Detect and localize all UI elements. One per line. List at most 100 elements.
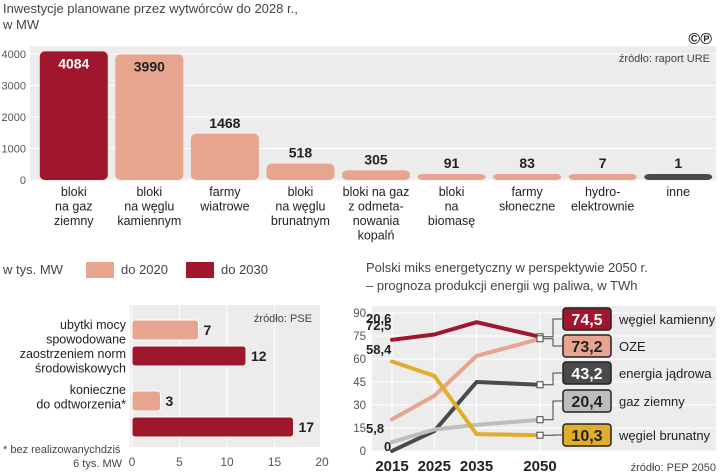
end-value-label: 20,4	[571, 394, 602, 411]
legend-label: do 2030	[221, 262, 268, 277]
bar-value-label: 3	[166, 393, 174, 409]
investments-subtitle: w MW	[2, 17, 40, 32]
investments-chart: 0 1000 2000 3000 4000 4084 3990 1468 518 305 91 83…	[2, 1, 716, 243]
category-label: farmy	[209, 185, 241, 199]
energy-mix-subtitle: – prognoza produkcji energii wg paliwa, …	[366, 278, 637, 293]
end-value-box	[562, 389, 612, 413]
bar-value-label: 12	[251, 348, 267, 364]
category-label: kopalń	[358, 229, 395, 243]
bar	[131, 390, 161, 412]
y-tick-label: 30	[353, 400, 366, 412]
series-line	[390, 359, 542, 438]
energy-mix-gridlines: 0 15 30 45 60 75 90 2015 2025 2035 2050	[353, 308, 716, 475]
category-label: na węglu	[275, 200, 325, 214]
category-label: bloki	[61, 185, 87, 199]
losses-footnote: * bez realizowanychdziś 6 tys. MW	[3, 444, 123, 470]
y-tick-label: 45	[353, 377, 366, 389]
end-value-label: 74,5	[571, 312, 602, 329]
energy-mix-plot-area	[372, 306, 716, 451]
category-label: ziemny	[54, 214, 94, 228]
bar	[131, 319, 199, 341]
losses-source: źródło: PSE	[254, 313, 312, 325]
category-label: inne	[666, 185, 690, 199]
category-label: nowania	[353, 214, 400, 228]
energy-mix-title: Polski miks energetyczny w perspektywie …	[366, 260, 648, 275]
energy-mix-source: źródło: PEP 2050	[631, 462, 716, 474]
y-tick-label: 90	[353, 308, 366, 320]
legend-swatch	[86, 262, 114, 278]
bar	[39, 51, 108, 180]
x-tick-label: 0	[129, 455, 136, 469]
end-value-box	[562, 361, 612, 385]
category-label: bloki	[439, 185, 465, 199]
end-value-label: 10,3	[571, 428, 602, 445]
category-label: ubytki mocy	[60, 318, 127, 332]
end-value-box	[562, 334, 612, 358]
y-tick-label: 2000	[2, 112, 26, 124]
bar-value-label: 7	[204, 322, 212, 338]
start-value-label: 5,8	[366, 421, 384, 436]
series-name-label: OZE	[619, 339, 646, 354]
endpoint-marker	[536, 335, 544, 343]
endpoint-marker	[536, 381, 544, 389]
category-label: wiatrowe	[199, 200, 249, 214]
y-tick-label: 0	[20, 175, 26, 187]
category-label: konieczne	[70, 383, 126, 397]
category-label: brunatnym	[271, 214, 330, 228]
end-value-box	[562, 423, 612, 447]
energy-mix-chart: Polski miks energetyczny w perspektywie …	[353, 260, 716, 475]
y-tick-label: 1000	[2, 144, 26, 156]
category-label: do odtworzenia*	[36, 398, 126, 412]
bar	[493, 174, 562, 180]
footnote-line: * bez realizowanychdziś	[3, 444, 121, 456]
category-label: spowodowane	[46, 333, 126, 347]
bar-value-label: 1	[674, 155, 682, 171]
losses-legend: do 2020 do 2030	[86, 262, 268, 278]
start-value-label: 72,5	[366, 318, 391, 333]
x-tick-label: 20	[315, 455, 329, 469]
x-tick-label: 5	[176, 455, 183, 469]
category-label: zaostrzeniem norm	[20, 347, 126, 361]
losses-bars: 7 3 12 17	[131, 319, 315, 438]
category-label: farmy	[511, 185, 543, 199]
losses-unit: w tys. MW	[2, 262, 64, 277]
y-tick-label: 15	[353, 423, 366, 435]
category-label: bloki	[136, 185, 162, 199]
category-label: z odmeta-	[348, 200, 404, 214]
category-label: kamiennym	[117, 214, 181, 228]
bar-value-label: 1468	[209, 115, 240, 131]
bar-value-label: 3990	[134, 58, 165, 74]
bar	[644, 174, 713, 180]
x-tick-label: 2050	[523, 458, 556, 475]
connector-line	[540, 372, 562, 386]
end-value-label: 43,2	[571, 366, 602, 383]
series-name-label: energia jądrowa	[619, 366, 712, 381]
end-value-box	[562, 307, 612, 331]
bar	[115, 54, 184, 180]
x-tick-label: 2035	[460, 458, 493, 475]
bar-value-label: 305	[364, 151, 388, 167]
category-label: elektrownie	[571, 200, 634, 214]
losses-chart: w tys. MW do 2020 do 2030 0 5 10 15 20 7 3 12 17…	[2, 262, 329, 470]
bar-value-label: 17	[299, 419, 315, 435]
end-value-label: 73,2	[571, 339, 602, 356]
energy-mix-labels: 74,5 węgiel kamienny 72,5 73,2 OZE 20,6 43,2 en…	[366, 307, 716, 454]
series-name-label: węgiel brunatny	[618, 428, 711, 443]
y-tick-label: 60	[353, 354, 366, 366]
category-label: środowiskowych	[35, 362, 126, 376]
start-value-label: 20,6	[366, 311, 391, 326]
bar	[266, 163, 335, 180]
legend-swatch	[186, 262, 214, 278]
energy-mix-lines	[390, 318, 562, 453]
y-tick-label: 4000	[2, 49, 26, 61]
y-tick-label: 0	[360, 446, 366, 458]
footnote-line: 6 tys. MW	[73, 458, 123, 470]
bar-value-label: 7	[599, 155, 607, 171]
series-line	[390, 417, 542, 445]
bar	[342, 170, 410, 180]
bar	[131, 345, 247, 367]
bar	[417, 174, 486, 180]
